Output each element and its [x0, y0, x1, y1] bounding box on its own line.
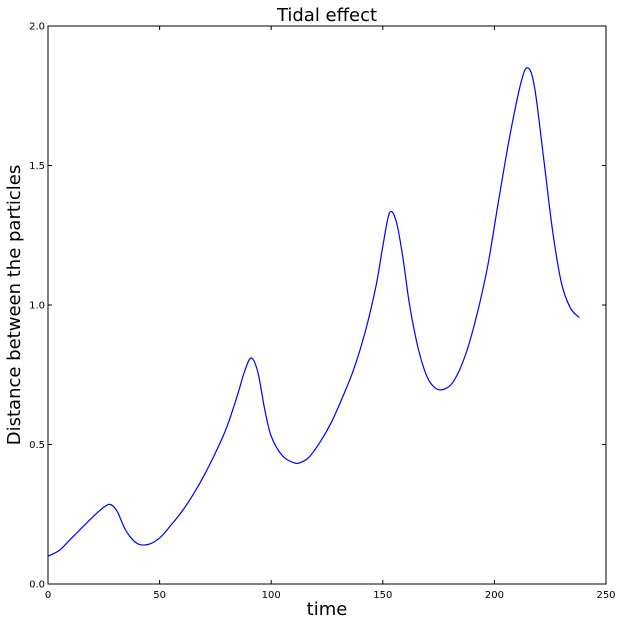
plot-frame [47, 25, 607, 585]
x-tick-label: 200 [485, 590, 504, 601]
y-tick-label: 0.0 [29, 580, 45, 591]
y-tick-label: 0.5 [29, 440, 45, 451]
x-tick-label: 100 [262, 590, 281, 601]
y-axis-label: Distance between the particles [4, 165, 25, 446]
x-tick-label: 250 [596, 590, 615, 601]
y-tick-label: 2.0 [29, 22, 45, 33]
x-tick-label: 150 [373, 590, 392, 601]
series-line-0 [47, 67, 580, 557]
y-tick-label: 1.5 [29, 161, 45, 172]
plot-area: 0 50 100 150 200 250 0.0 0.5 1.0 1.5 2.0 [29, 22, 615, 602]
y-tick-label: 1.0 [29, 301, 45, 312]
x-axis-label: time [307, 599, 348, 620]
x-tick-label: 0 [45, 590, 51, 601]
chart-title: Tidal effect [276, 5, 377, 26]
x-tick-label: 50 [153, 590, 166, 601]
